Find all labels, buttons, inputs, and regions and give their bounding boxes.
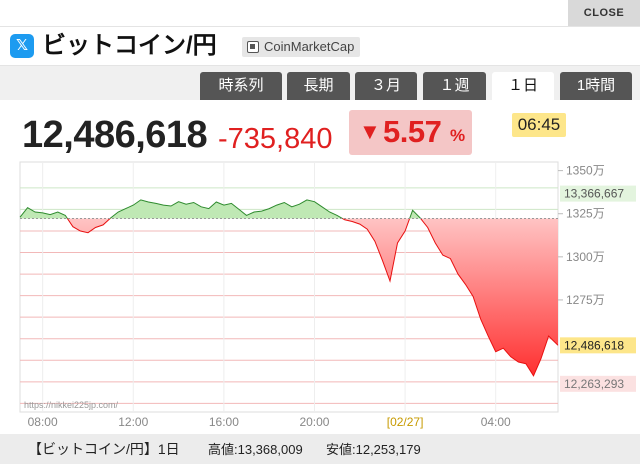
footer: 【ビットコイン/円】1日 高値:13,368,009 安値:12,253,179 [0, 434, 640, 464]
x-tick-label: 04:00 [481, 415, 511, 429]
low-reference-label: 12,263,293 [564, 377, 624, 391]
high-reference-label: 13,366,667 [564, 187, 624, 201]
x-tick-label: [02/27] [387, 415, 424, 429]
loss-line [66, 218, 559, 377]
y-axis-labels: 1350万 1325万 1300万 1275万 [558, 164, 605, 307]
page-title: ビットコイン/円 [42, 32, 217, 59]
tab-long-term[interactable]: 長期 [287, 72, 350, 100]
time-badge: 06:45 [512, 113, 566, 137]
y-tick-label: 1275万 [566, 293, 605, 307]
reference-labels: 13,366,667 12,486,618 12,263,293 [560, 185, 636, 392]
low-reference-label-bg [560, 375, 636, 392]
x-tick-label: 08:00 [28, 415, 58, 429]
current-price-label: 12,486,618 [564, 338, 624, 352]
percent-sign: % [450, 126, 466, 145]
price-chart[interactable]: 1350万 1325万 1300万 1275万 08:00 12:00 16:00 20:0… [0, 154, 640, 434]
price-change: -735,840 [218, 123, 333, 155]
y-tick-label: 1350万 [566, 164, 605, 178]
tab-1-day[interactable]: １日 [492, 72, 554, 100]
down-arrow-icon: ▼ [359, 119, 381, 144]
change-percent-badge: ▼ 5.57 % [349, 110, 472, 155]
header: 𝕏 ビットコイン/円 CoinMarketCap [0, 26, 640, 66]
tab-1-hour[interactable]: 1時間 [560, 72, 632, 100]
tab-time-series[interactable]: 時系列 [200, 72, 282, 100]
top-bar: CLOSE [0, 0, 640, 26]
close-button[interactable]: CLOSE [568, 0, 640, 26]
external-link-icon [247, 41, 259, 53]
watermark: https://nikkei225jp.com/ [24, 400, 119, 410]
y-tick-label: 1325万 [566, 207, 605, 221]
gain-line [19, 199, 422, 219]
x-tick-label: 20:00 [299, 415, 329, 429]
current-price-label-bg [560, 337, 636, 354]
x-tick-label: 16:00 [209, 415, 239, 429]
source-link[interactable]: CoinMarketCap [242, 37, 361, 57]
x-axis-labels: 08:00 12:00 16:00 20:00 [02/27] 04:00 [28, 415, 511, 429]
current-price: 12,486,618 [22, 114, 208, 156]
change-percent: 5.57 [383, 114, 442, 149]
y-tick-label: 1300万 [566, 250, 605, 264]
footer-title: 【ビットコイン/円】1日 [28, 441, 180, 457]
day-high: 高値:13,368,009 [208, 442, 303, 457]
source-label: CoinMarketCap [264, 39, 355, 54]
high-reference-label-bg [560, 185, 636, 202]
gain-area [20, 199, 421, 219]
tab-1-week[interactable]: １週 [423, 72, 486, 100]
x-tick-label: 12:00 [118, 415, 148, 429]
period-tabs: 時系列 長期 ３月 １週 １日 1時間 [0, 66, 640, 100]
tab-3-months[interactable]: ３月 [355, 72, 417, 100]
x-twitter-icon[interactable]: 𝕏 [10, 34, 34, 58]
loss-area [20, 218, 558, 376]
day-low: 安値:12,253,179 [326, 442, 421, 457]
